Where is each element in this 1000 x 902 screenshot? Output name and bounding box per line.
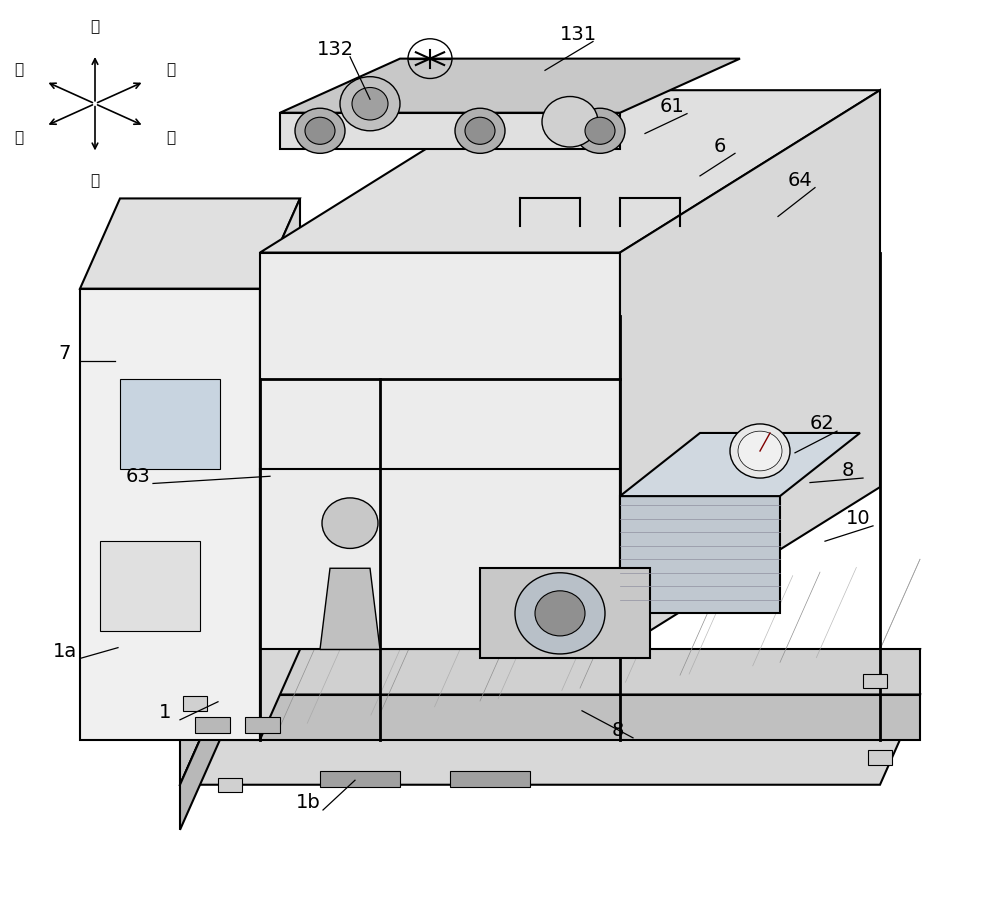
Polygon shape bbox=[80, 289, 260, 740]
Polygon shape bbox=[260, 90, 880, 253]
Polygon shape bbox=[260, 198, 300, 740]
Circle shape bbox=[535, 591, 585, 636]
Text: 64: 64 bbox=[788, 170, 812, 190]
Polygon shape bbox=[620, 433, 860, 496]
Circle shape bbox=[352, 87, 388, 120]
Bar bbox=[183, 696, 207, 711]
Polygon shape bbox=[120, 379, 220, 469]
Text: 6: 6 bbox=[714, 136, 726, 156]
Text: 7: 7 bbox=[59, 344, 71, 364]
Polygon shape bbox=[180, 695, 220, 830]
Text: 右: 右 bbox=[167, 131, 176, 145]
Circle shape bbox=[322, 498, 378, 548]
Polygon shape bbox=[260, 253, 620, 649]
Circle shape bbox=[340, 77, 400, 131]
Polygon shape bbox=[220, 649, 920, 695]
Polygon shape bbox=[220, 695, 920, 740]
Bar bbox=[320, 771, 400, 787]
Circle shape bbox=[738, 431, 782, 471]
Polygon shape bbox=[280, 113, 620, 149]
Text: 左: 左 bbox=[14, 62, 23, 77]
Bar bbox=[863, 674, 887, 688]
Polygon shape bbox=[280, 59, 740, 113]
Bar bbox=[195, 717, 230, 733]
Bar bbox=[868, 750, 892, 765]
Text: 1b: 1b bbox=[296, 793, 320, 813]
Text: 132: 132 bbox=[316, 40, 354, 60]
Text: 61: 61 bbox=[660, 97, 684, 116]
Circle shape bbox=[730, 424, 790, 478]
Polygon shape bbox=[320, 568, 380, 649]
Polygon shape bbox=[100, 541, 200, 631]
Circle shape bbox=[455, 108, 505, 153]
Text: 1a: 1a bbox=[53, 641, 77, 661]
Bar bbox=[245, 717, 280, 733]
Bar bbox=[450, 771, 530, 787]
Polygon shape bbox=[620, 90, 880, 649]
Circle shape bbox=[542, 97, 598, 147]
Text: 上: 上 bbox=[90, 19, 100, 34]
Text: 后: 后 bbox=[167, 62, 176, 77]
Bar bbox=[218, 778, 242, 792]
Circle shape bbox=[295, 108, 345, 153]
Polygon shape bbox=[480, 568, 650, 658]
Circle shape bbox=[465, 117, 495, 144]
Circle shape bbox=[305, 117, 335, 144]
Text: 62: 62 bbox=[810, 414, 834, 434]
Text: 63: 63 bbox=[126, 466, 150, 486]
Polygon shape bbox=[620, 496, 780, 613]
Text: 1: 1 bbox=[159, 703, 171, 723]
Text: 下: 下 bbox=[90, 173, 100, 189]
Text: 131: 131 bbox=[559, 24, 597, 44]
Text: 8: 8 bbox=[612, 721, 624, 741]
Text: 前: 前 bbox=[14, 131, 23, 145]
Polygon shape bbox=[180, 649, 920, 740]
Polygon shape bbox=[180, 695, 920, 785]
Circle shape bbox=[515, 573, 605, 654]
Text: 8: 8 bbox=[842, 461, 854, 481]
Polygon shape bbox=[80, 198, 300, 289]
Circle shape bbox=[585, 117, 615, 144]
Text: 10: 10 bbox=[846, 509, 870, 529]
Polygon shape bbox=[180, 649, 220, 785]
Circle shape bbox=[575, 108, 625, 153]
